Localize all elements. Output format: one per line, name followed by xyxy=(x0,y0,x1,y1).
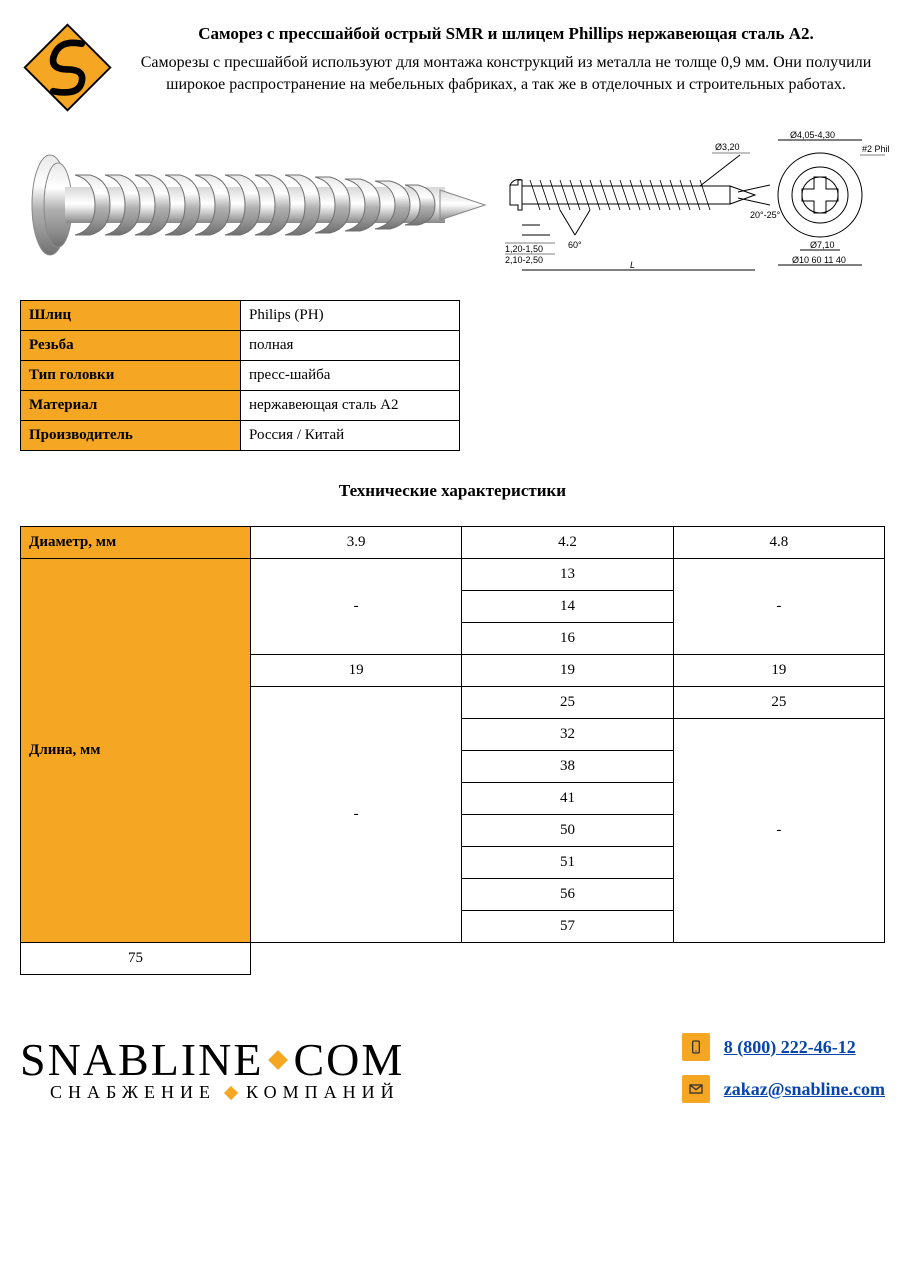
svg-text:Ø7,10: Ø7,10 xyxy=(810,240,835,250)
length-cell: 25 xyxy=(462,687,673,719)
diamond-icon xyxy=(224,1085,238,1099)
length-cell: - xyxy=(251,687,462,943)
page-subtitle: Саморезы с пресшайбой используют для мон… xyxy=(137,52,875,95)
length-cell: 32 xyxy=(462,719,673,751)
diamond-icon xyxy=(269,1050,289,1070)
spec-label: Шлиц xyxy=(21,301,241,331)
diameter-label: Диаметр, мм xyxy=(21,527,251,559)
footer: SNABLINE COM СНАБЖЕНИЕ КОМПАНИЙ 8 (800) … xyxy=(0,1015,905,1123)
tech-title: Технические характеристики xyxy=(20,481,885,501)
spec-label: Резьба xyxy=(21,331,241,361)
svg-text:#2 Phil: #2 Phil xyxy=(862,144,890,154)
tagline-2: КОМПАНИЙ xyxy=(246,1082,400,1103)
product-photo xyxy=(20,135,490,280)
table-row: Длина, мм - 13 - xyxy=(21,559,885,591)
spec-value: Philips (PH) xyxy=(241,301,460,331)
email-icon xyxy=(682,1075,710,1103)
length-cell: 50 xyxy=(462,815,673,847)
length-cell: - xyxy=(673,559,884,655)
diameter-value: 3.9 xyxy=(251,527,462,559)
svg-text:60°: 60° xyxy=(568,240,582,250)
spec-value: нержавеющая сталь А2 xyxy=(241,391,460,421)
email-link[interactable]: zakaz@snabline.com xyxy=(724,1079,885,1100)
page-title: Саморез с прессшайбой острый SMR и шлице… xyxy=(127,24,885,44)
length-cell: 13 xyxy=(462,559,673,591)
header: Саморез с прессшайбой острый SMR и шлице… xyxy=(20,20,885,120)
svg-text:Ø10 60 11 40: Ø10 60 11 40 xyxy=(792,255,846,265)
length-cell: 57 xyxy=(462,911,673,943)
tech-table: Диаметр, мм 3.9 4.2 4.8 Длина, мм - 13 -… xyxy=(20,526,885,975)
svg-text:20°-25°: 20°-25° xyxy=(750,210,781,220)
svg-text:L: L xyxy=(630,260,635,270)
length-cell: 19 xyxy=(673,655,884,687)
length-cell: - xyxy=(673,719,884,943)
brand-block: SNABLINE COM СНАБЖЕНИЕ КОМПАНИЙ xyxy=(20,1033,664,1103)
phone-icon xyxy=(682,1033,710,1061)
spec-label: Производитель xyxy=(21,421,241,451)
table-row: ШлицPhilips (PH) xyxy=(21,301,460,331)
spec-value: Россия / Китай xyxy=(241,421,460,451)
table-row: Материалнержавеющая сталь А2 xyxy=(21,391,460,421)
length-cell: 75 xyxy=(21,943,251,975)
diameter-value: 4.8 xyxy=(673,527,884,559)
spec-value: пресс-шайба xyxy=(241,361,460,391)
length-cell: 41 xyxy=(462,783,673,815)
svg-text:2,10-2,50: 2,10-2,50 xyxy=(505,255,543,265)
length-cell: - xyxy=(251,559,462,655)
contact-block: 8 (800) 222-46-12 zakaz@snabline.com xyxy=(682,1033,885,1103)
spec-table: ШлицPhilips (PH) Резьбаполная Тип головк… xyxy=(20,300,460,451)
table-row: Диаметр, мм 3.9 4.2 4.8 xyxy=(21,527,885,559)
length-cell: 14 xyxy=(462,591,673,623)
brand-name-1: SNABLINE xyxy=(20,1033,263,1086)
diameter-value: 4.2 xyxy=(462,527,673,559)
svg-text:Ø3,20: Ø3,20 xyxy=(715,142,740,152)
tagline-1: СНАБЖЕНИЕ xyxy=(50,1082,216,1103)
spec-label: Материал xyxy=(21,391,241,421)
length-cell: 19 xyxy=(251,655,462,687)
brand-name-2: COM xyxy=(293,1033,404,1086)
length-cell: 56 xyxy=(462,879,673,911)
technical-drawing: 1,20-1,50 2,10-2,50 60° L Ø3,20 xyxy=(500,130,890,285)
length-cell: 38 xyxy=(462,751,673,783)
table-row: Тип головкипресс-шайба xyxy=(21,361,460,391)
svg-text:Ø4,05-4,30: Ø4,05-4,30 xyxy=(790,130,835,140)
product-images: 1,20-1,50 2,10-2,50 60° L Ø3,20 xyxy=(20,130,885,285)
company-logo xyxy=(20,20,115,120)
length-cell: 19 xyxy=(462,655,673,687)
length-cell: 25 xyxy=(673,687,884,719)
phone-link[interactable]: 8 (800) 222-46-12 xyxy=(724,1037,856,1058)
spec-value: полная xyxy=(241,331,460,361)
spec-label: Тип головки xyxy=(21,361,241,391)
svg-text:1,20-1,50: 1,20-1,50 xyxy=(505,244,543,254)
table-row: 75 xyxy=(21,943,885,975)
length-label: Длина, мм xyxy=(21,559,251,943)
table-row: Резьбаполная xyxy=(21,331,460,361)
table-row: ПроизводительРоссия / Китай xyxy=(21,421,460,451)
length-cell: 51 xyxy=(462,847,673,879)
length-cell: 16 xyxy=(462,623,673,655)
